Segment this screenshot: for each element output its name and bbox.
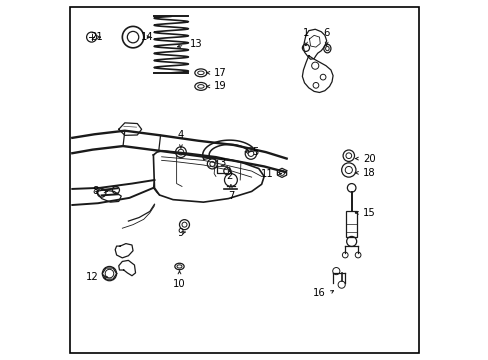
Text: 2: 2 (226, 171, 232, 181)
Text: 7: 7 (227, 192, 234, 202)
Text: 8: 8 (92, 186, 99, 197)
Text: 19: 19 (214, 81, 226, 91)
Text: 6: 6 (323, 28, 329, 38)
Text: 12: 12 (86, 272, 99, 282)
Text: 1: 1 (302, 28, 308, 38)
Text: 15: 15 (363, 208, 375, 218)
Text: 13: 13 (190, 39, 203, 49)
Text: 3: 3 (219, 158, 225, 168)
Text: 20: 20 (363, 154, 375, 163)
Text: 5: 5 (252, 147, 258, 157)
Text: 11: 11 (261, 168, 273, 179)
Text: 14: 14 (141, 32, 153, 42)
Text: 9: 9 (177, 228, 183, 238)
Bar (345, 211, 357, 237)
Text: 4: 4 (178, 130, 183, 140)
Text: 18: 18 (363, 168, 375, 178)
Text: 10: 10 (173, 279, 185, 289)
Text: 16: 16 (312, 288, 325, 297)
Text: 21: 21 (90, 32, 102, 42)
Text: 17: 17 (214, 68, 226, 78)
